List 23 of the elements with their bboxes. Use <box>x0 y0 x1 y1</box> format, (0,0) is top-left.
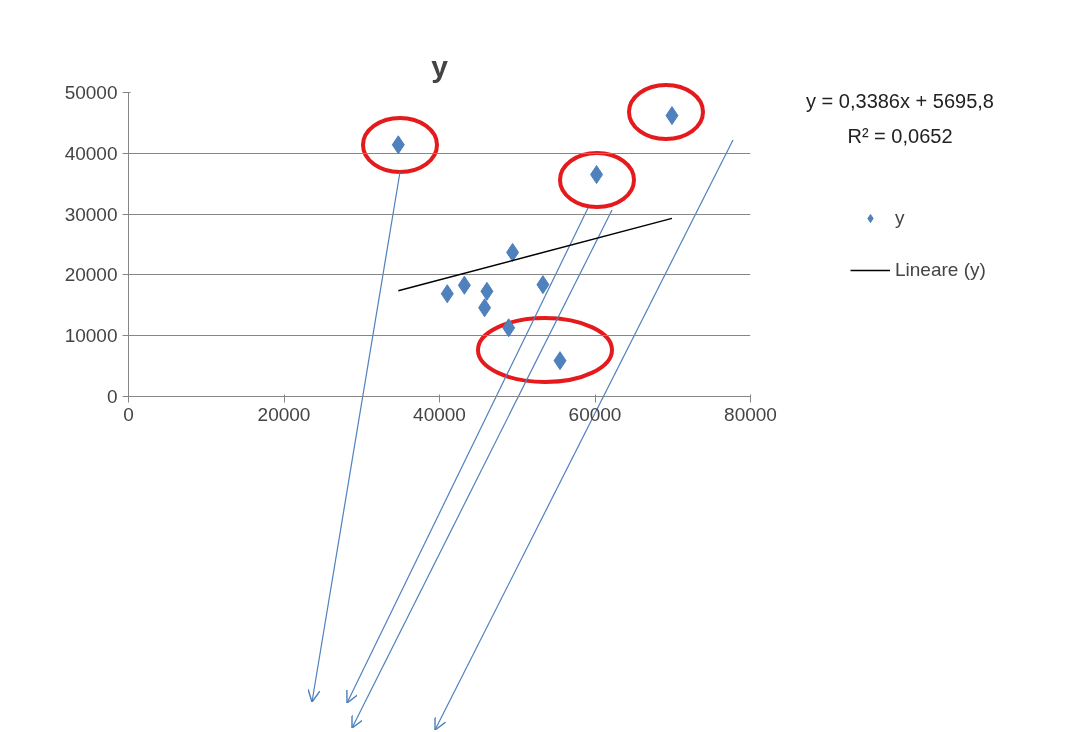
legend-label: Lineare (y) <box>895 259 986 281</box>
y-tick-label: 20000 <box>64 264 118 286</box>
y-tick-label: 30000 <box>64 203 118 225</box>
point <box>536 275 550 295</box>
text: y = 0,3386x + 5695,8 <box>805 89 995 114</box>
point <box>440 284 454 304</box>
point <box>480 281 494 301</box>
point <box>457 275 471 295</box>
y-tick-label: 50000 <box>64 82 118 103</box>
point <box>506 242 520 262</box>
y-tick-label: 40000 <box>64 142 118 164</box>
x-tick-label: 80000 <box>724 403 777 425</box>
chart-title: y <box>431 49 449 83</box>
point <box>478 298 492 318</box>
point <box>553 351 567 371</box>
x-tick-label: 40000 <box>413 403 466 425</box>
y-tick-label: 0 <box>106 386 118 407</box>
text: R² = 0,0652 <box>846 124 954 149</box>
x-tick-label: 20000 <box>257 403 311 425</box>
legend-label: y <box>895 207 906 229</box>
x-tick-label: 0 <box>123 403 134 425</box>
y-tick-label: 10000 <box>64 325 118 347</box>
point <box>502 318 516 338</box>
